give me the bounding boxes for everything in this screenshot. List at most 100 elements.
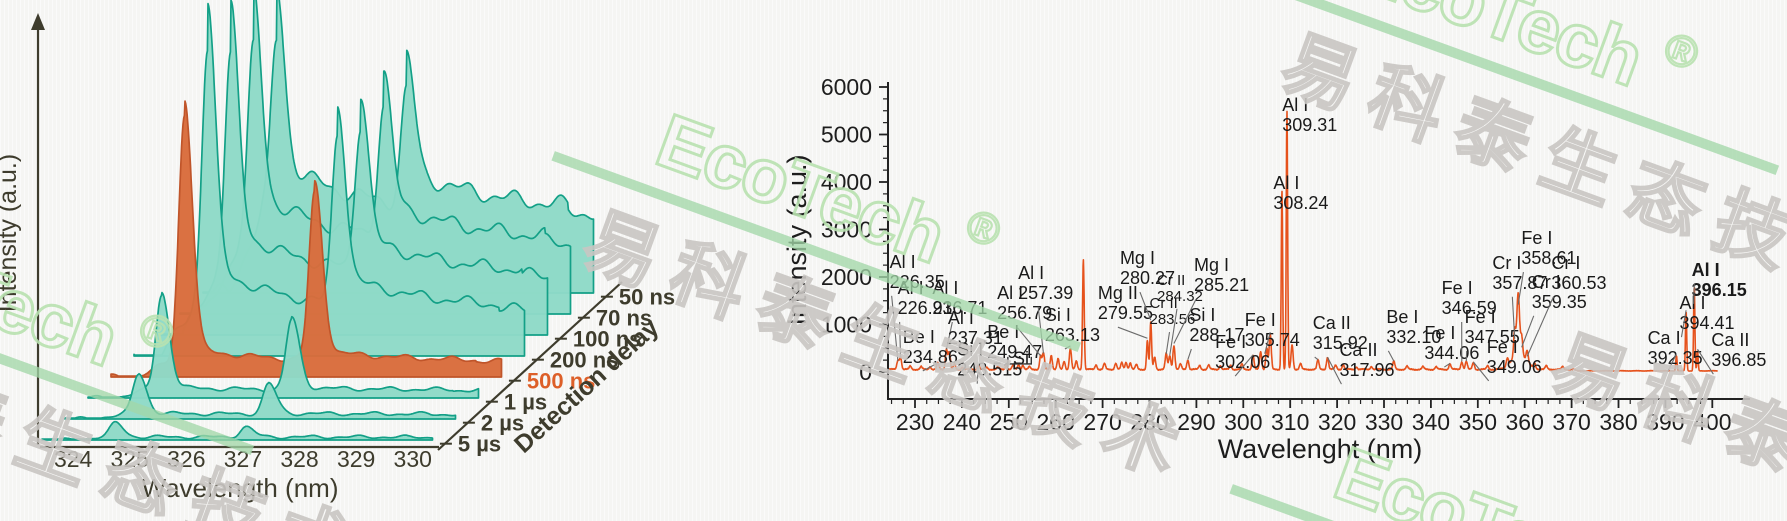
annotation-leader <box>1165 331 1171 355</box>
waterfall-chart: Intensity (a.u.) 324 325 326 327 328 329 330 Wav… <box>0 0 675 503</box>
x-tick-label: 300 <box>1224 409 1262 435</box>
x-tick-label: 380 <box>1599 409 1637 435</box>
intensity-axis-label: Intensity (a.u.) <box>0 154 22 312</box>
y-tick-label: 2000 <box>821 264 872 290</box>
annotation-leader <box>1521 315 1535 348</box>
annotation-leader <box>1264 331 1271 354</box>
annotation-leader <box>1234 354 1254 377</box>
annotation-wavelength-label: 317.96 <box>1339 360 1394 380</box>
annotation-element-label: Al I <box>1018 263 1044 283</box>
annotation-wavelength-label: 256.79 <box>997 303 1052 323</box>
annotation-element-label: Si I <box>1045 305 1071 325</box>
annotation-leader <box>1517 271 1524 305</box>
delay-tick-label-1µs: 1 µs <box>504 390 547 415</box>
annotation-wavelength-label: 284.32 <box>1157 288 1203 305</box>
si-range-label: Si <box>1013 348 1029 368</box>
annotation-wavelength-label: 257.39 <box>1018 283 1073 303</box>
annotation-element-label: Al I <box>932 278 958 298</box>
annotation-wavelength-label: 357.87 <box>1492 273 1547 293</box>
annotation-element-label: Cr I <box>1551 253 1580 273</box>
annotation-leader <box>1005 364 1008 367</box>
annotation-leader <box>1667 353 1677 373</box>
annotation-wavelength-label: 349.06 <box>1487 357 1542 377</box>
annotation-element-label: Al I <box>1679 293 1705 313</box>
intensity-axis-arrow-icon <box>31 13 45 30</box>
wavelength-tick-label: 330 <box>394 446 432 472</box>
annotation-element-label: Fe I <box>1521 228 1552 248</box>
emission-spectrum-chart: 230 240 250 260 270 280 290 300 310 320 330 340 350 3… <box>782 74 1766 464</box>
y-tick-label: 1000 <box>821 312 872 338</box>
annotation-leader <box>1139 291 1152 321</box>
annotation-wavelength-label: 344.06 <box>1424 343 1479 363</box>
annotation-element-label: Al I <box>1273 173 1299 193</box>
annotation-element-label: Mg I <box>1120 248 1155 268</box>
annotation-leader <box>922 362 939 372</box>
annotation-leader <box>1327 357 1342 385</box>
annotation-wavelength-label: 347.55 <box>1465 327 1520 347</box>
annotation-leader <box>1472 361 1490 382</box>
spectrum-line <box>888 110 1719 372</box>
annotation-element-label: Ca II <box>1711 330 1749 350</box>
annotation-wavelength-label: 263.13 <box>1045 325 1100 345</box>
annotation-leader <box>1387 350 1395 362</box>
annotation-wavelength-label: 358.61 <box>1521 248 1576 268</box>
annotation-element-label: Ca II <box>1339 340 1377 360</box>
wavelength-tick-label: 326 <box>167 446 205 472</box>
wavelength-tick-label: 327 <box>224 446 262 472</box>
annotation-element-label: Mg II <box>1098 283 1138 303</box>
x-tick-label: 230 <box>896 409 934 435</box>
x-tick-label: 350 <box>1459 409 1497 435</box>
x-tick-label: 310 <box>1271 409 1309 435</box>
annotation-wavelength-label: 305.74 <box>1245 330 1300 350</box>
annotation-wavelength-label: 243.515 <box>957 360 1022 380</box>
delay-tick-label-2µs: 2 µs <box>481 411 524 436</box>
annotation-wavelength-label: 315.92 <box>1313 333 1368 353</box>
annotation-wavelength-label: 279.55 <box>1098 303 1153 323</box>
annotation-leader <box>976 365 979 384</box>
annotation-element-label: Fe I <box>1424 323 1455 343</box>
x-tick-label: 250 <box>990 409 1028 435</box>
delay-tick-label-5µs: 5 µs <box>458 432 501 457</box>
annotation-element-label: Mg I <box>1194 255 1229 275</box>
y-tick-label: 5000 <box>821 122 872 148</box>
annotation-element-label: Cr I <box>1532 272 1561 292</box>
y-tick-label: 4000 <box>821 169 872 195</box>
si-range-bracket <box>1007 356 1033 365</box>
annotation-leader <box>899 321 902 358</box>
annotation-leader <box>1169 308 1178 356</box>
annotation-leader <box>1526 296 1554 357</box>
y-tick-label: 6000 <box>821 74 872 100</box>
annotation-leader <box>1697 348 1714 375</box>
x-tick-label: 340 <box>1412 409 1450 435</box>
annotation-wavelength-label: 396.15 <box>1692 280 1747 300</box>
annotation-leader <box>1117 326 1148 339</box>
waterfall-trace-70ns <box>179 0 572 315</box>
annotation-element-label: Ca II <box>1313 313 1351 333</box>
x-tick-label: 320 <box>1318 409 1356 435</box>
waterfall-trace-200ns <box>133 2 526 357</box>
annotation-element-label: Ca I <box>1648 328 1681 348</box>
annotation-leader <box>1444 362 1451 368</box>
annotation-element-label: Cr I <box>1492 253 1521 273</box>
annotation-wavelength-label: 332.10 <box>1386 327 1441 347</box>
